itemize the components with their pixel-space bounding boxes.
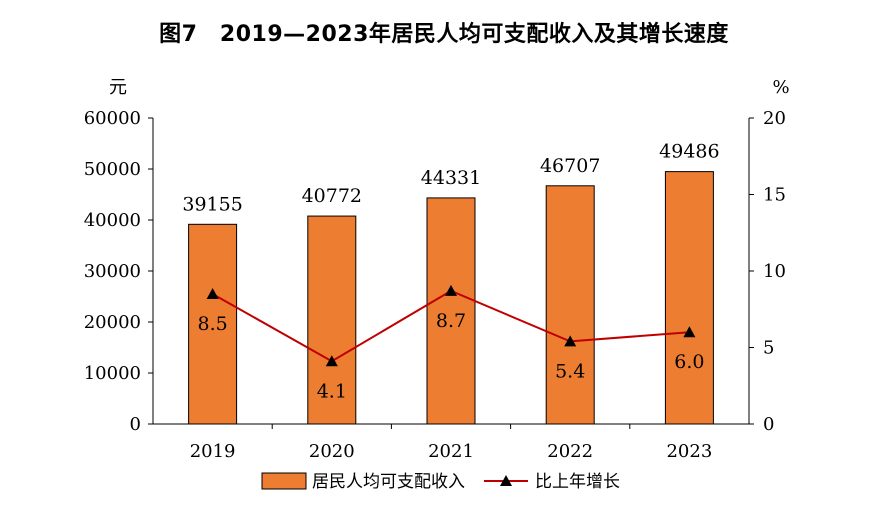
- bar-2019: [188, 223, 238, 425]
- bar-2020: [307, 215, 357, 425]
- legend-line-marker: [500, 475, 512, 486]
- right-tick-label: 10: [763, 261, 786, 282]
- legend-bar-label: 居民人均可支配收入: [312, 472, 465, 492]
- growth-marker: [564, 335, 577, 347]
- growth-value-label: 5.4: [555, 360, 585, 382]
- growth-marker: [325, 355, 338, 367]
- left-tick-label: 60000: [84, 108, 141, 129]
- growth-value-label: 8.7: [436, 310, 466, 332]
- growth-value-label: 6.0: [674, 351, 704, 373]
- right-tick-label: 20: [763, 108, 786, 129]
- x-tick-label: 2019: [190, 441, 236, 462]
- left-tick-label: 40000: [84, 210, 141, 231]
- bar-2022: [545, 185, 595, 425]
- growth-marker: [445, 284, 457, 296]
- right-tick-label: 5: [763, 338, 774, 359]
- left-tick-label: 0: [130, 414, 141, 435]
- left-tick-label: 50000: [84, 159, 141, 180]
- right-tick-label: 15: [763, 185, 786, 206]
- left-axis-unit: 元: [109, 77, 127, 98]
- x-tick-label: 2020: [309, 441, 355, 462]
- bar-2023: [664, 171, 714, 425]
- growth-marker: [683, 326, 696, 338]
- bar-value-label: 44331: [421, 167, 481, 189]
- chart-title: 图7 2019—2023年居民人均可支配收入及其增长速度: [159, 22, 729, 47]
- x-tick-label: 2021: [428, 441, 474, 462]
- bar-value-label: 49486: [659, 141, 719, 163]
- legend-bar-swatch: [261, 472, 307, 490]
- left-tick-label: 10000: [84, 363, 141, 384]
- left-tick-label: 30000: [84, 261, 141, 282]
- bar-value-label: 40772: [302, 185, 362, 207]
- bar-value-label: 46707: [540, 155, 600, 177]
- bar-2021: [426, 197, 476, 425]
- left-tick-label: 20000: [84, 312, 141, 333]
- x-tick-label: 2022: [547, 441, 593, 462]
- legend-line-label: 比上年增长: [535, 472, 620, 492]
- x-tick-label: 2023: [666, 441, 712, 462]
- growth-value-label: 8.5: [197, 313, 227, 335]
- growth-marker: [206, 287, 219, 299]
- right-tick-label: 0: [763, 414, 774, 435]
- growth-value-label: 4.1: [317, 380, 347, 402]
- right-axis-unit: %: [772, 77, 789, 98]
- bar-value-label: 39155: [182, 193, 242, 215]
